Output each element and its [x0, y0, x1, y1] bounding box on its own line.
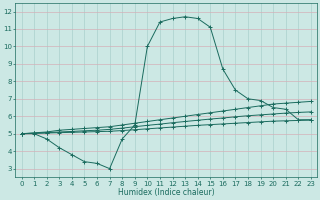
- X-axis label: Humidex (Indice chaleur): Humidex (Indice chaleur): [118, 188, 214, 197]
